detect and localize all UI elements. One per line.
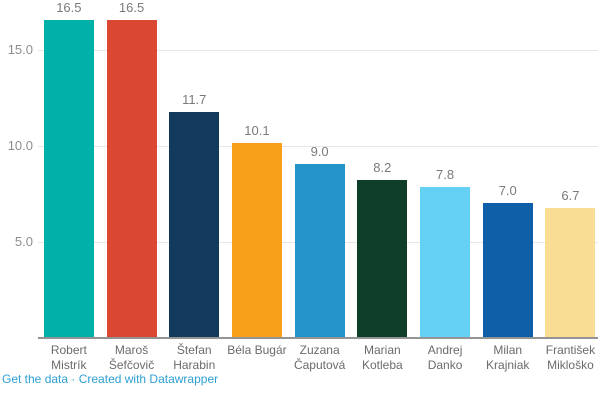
datawrapper-credit-link[interactable]: Created with Datawrapper <box>78 372 219 386</box>
category-label: František Mikloško <box>545 343 596 372</box>
bar-value-label: 16.5 <box>118 0 145 15</box>
y-axis-tick-label: 10.0 <box>7 138 33 153</box>
gridline <box>37 50 598 51</box>
bar-value-label: 7.0 <box>498 183 517 198</box>
category-label: Andrej Danko <box>427 343 463 372</box>
bar <box>545 208 596 337</box>
category-label: Milan Krajniak <box>486 343 530 372</box>
bar <box>231 143 282 337</box>
bar-value-label: 10.1 <box>244 123 270 138</box>
bar <box>357 180 408 337</box>
bar <box>420 187 471 337</box>
bar-value-label: 11.7 <box>182 92 207 107</box>
y-axis-tick-label: 15.0 <box>7 42 33 57</box>
gridline <box>37 146 598 147</box>
category-label: Zuzana Čaputová <box>293 343 346 372</box>
bar-value-label: 6.7 <box>561 188 580 203</box>
category-label: Maroš Šefčovič <box>108 343 155 372</box>
bar <box>169 112 220 337</box>
get-the-data-link[interactable]: Get the data <box>2 372 69 386</box>
bar-value-label: 9.0 <box>310 144 329 159</box>
bar <box>294 164 345 337</box>
bar <box>43 20 94 337</box>
category-label: Štefan Harabin <box>173 343 216 372</box>
bar-value-label: 8.2 <box>373 160 392 175</box>
bar <box>482 203 533 337</box>
bar-value-label: 7.8 <box>435 167 455 182</box>
category-label: Marian Kotleba <box>361 343 403 372</box>
bar-value-label: 16.5 <box>56 0 82 15</box>
x-axis-baseline <box>37 337 598 339</box>
category-label: Béla Bugár <box>227 343 287 357</box>
category-label: Robert Mistrík <box>50 343 87 372</box>
bar <box>106 20 157 337</box>
footer-separator: · <box>68 372 79 386</box>
y-axis-tick-label: 5.0 <box>14 234 33 249</box>
chart-footer: Get the data · Created with Datawrapper <box>2 371 218 387</box>
